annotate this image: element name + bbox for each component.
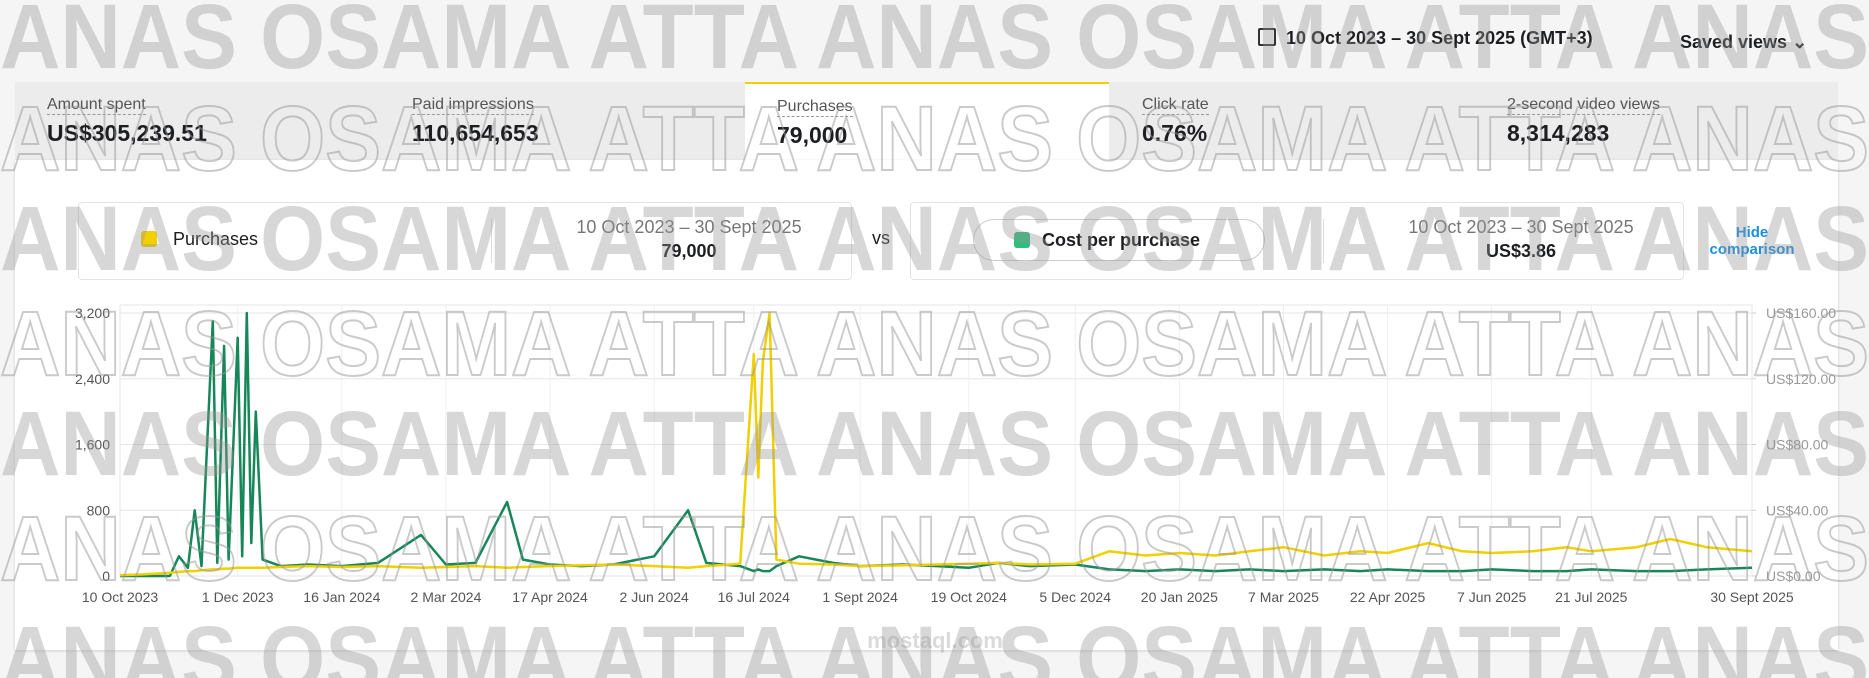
legend-swatch: [1014, 232, 1030, 248]
vs: vs: [872, 228, 890, 248]
left-metric-box: Purchases 10 Oct 2023 – 30 Sept 2025 79,…: [78, 202, 852, 280]
period: 10 Oct 2023 – 30 Sept 2025: [1408, 217, 1634, 237]
y2-tick-label: US$160.00: [1766, 305, 1836, 321]
metric-label: Paid impressions: [412, 96, 534, 115]
x-tick-label: 1 Dec 2023: [202, 589, 274, 605]
metric-label: 2-second video views: [1507, 96, 1660, 115]
x-tick-label: 5 Dec 2024: [1039, 589, 1111, 605]
x-tick-label: 19 Oct 2024: [931, 589, 1007, 605]
y-tick-label: 3,200: [75, 305, 110, 321]
total: 79,000: [661, 241, 717, 261]
y2-tick-label: US$80.00: [1766, 437, 1828, 453]
metric-value: 8,314,283: [1507, 120, 1610, 146]
date-range[interactable]: 10 Oct 2023 – 30 Sept 2025 (GMT+3): [1258, 28, 1593, 58]
x-tick-label: 21 Jul 2025: [1555, 589, 1628, 605]
metric-value: 0.76%: [1142, 120, 1208, 146]
total: US$3.86: [1485, 241, 1557, 261]
x-tick-label: 20 Jan 2025: [1141, 589, 1218, 605]
x-tick-label: 2 Mar 2024: [411, 589, 482, 605]
right-metric-box: Cost per purchase 10 Oct 2023 – 30 Sept …: [910, 202, 1684, 280]
plot-frame: [119, 304, 1753, 577]
legend-label: Purchases: [173, 229, 259, 249]
metric-value: 79,000: [777, 122, 848, 148]
hide-comparison[interactable]: Hide comparison: [1709, 224, 1795, 258]
y2-tick-label: US$120.00: [1766, 371, 1836, 387]
metric-dropdown[interactable]: Cost per purchase: [973, 219, 1265, 261]
data-line: [120, 311, 1753, 578]
metric-value: US$305,239.51: [47, 120, 207, 146]
y-tick-label: 0: [102, 568, 110, 584]
metric-label: Amount spent: [47, 96, 146, 115]
metric-tab[interactable]: 2-second video views 8,314,283: [1475, 82, 1839, 160]
x-tick-label: 10 Oct 2023: [82, 589, 158, 605]
period: 10 Oct 2023 – 30 Sept 2025: [576, 217, 802, 237]
metric-value: 110,654,653: [412, 120, 539, 146]
y-tick-label: 1,600: [75, 437, 110, 453]
x-tick-label: 2 Jun 2024: [620, 589, 689, 605]
x-tick-label: 16 Jan 2024: [303, 589, 380, 605]
x-tick-label: 7 Jun 2025: [1457, 589, 1526, 605]
metric-tabs: Amount spent US$305,239.51 Paid impression…: [15, 82, 1839, 162]
x-tick-label: 16 Jul 2024: [718, 589, 791, 605]
x-tick-label: 1 Sept 2024: [822, 589, 898, 605]
x-tick-label: 7 Mar 2025: [1248, 589, 1319, 605]
y2-tick-label: US$0.00: [1766, 568, 1821, 584]
x-tick-label: 22 Apr 2025: [1350, 589, 1426, 605]
data-line: [119, 311, 1753, 577]
legend-swatch: [141, 231, 157, 247]
y-tick-label: 800: [87, 502, 111, 518]
metric-tab[interactable]: Click rate 0.76%: [1110, 82, 1474, 160]
metric-tab[interactable]: Paid impressions 110,654,653: [380, 82, 744, 160]
saved-views[interactable]: Saved views ⌄: [1680, 32, 1808, 52]
saved-views-text: Saved views: [1680, 32, 1788, 52]
x-tick-label: 17 Apr 2024: [512, 589, 588, 605]
y2-tick-label: US$40.00: [1766, 502, 1828, 518]
date-range-text: 10 Oct 2023 – 30 Sept 2025 (GMT+3): [1286, 28, 1593, 48]
y-tick-label: 2,400: [75, 371, 110, 387]
metric-tab[interactable]: Amount spent US$305,239.51: [15, 82, 379, 160]
legend-label: Cost per purchase: [1042, 230, 1201, 250]
metric-label: Click rate: [1142, 96, 1209, 115]
metric-tab[interactable]: Purchases 79,000: [745, 82, 1109, 162]
x-tick-label: 30 Sept 2025: [1710, 589, 1794, 605]
metric-label: Purchases: [777, 98, 853, 117]
